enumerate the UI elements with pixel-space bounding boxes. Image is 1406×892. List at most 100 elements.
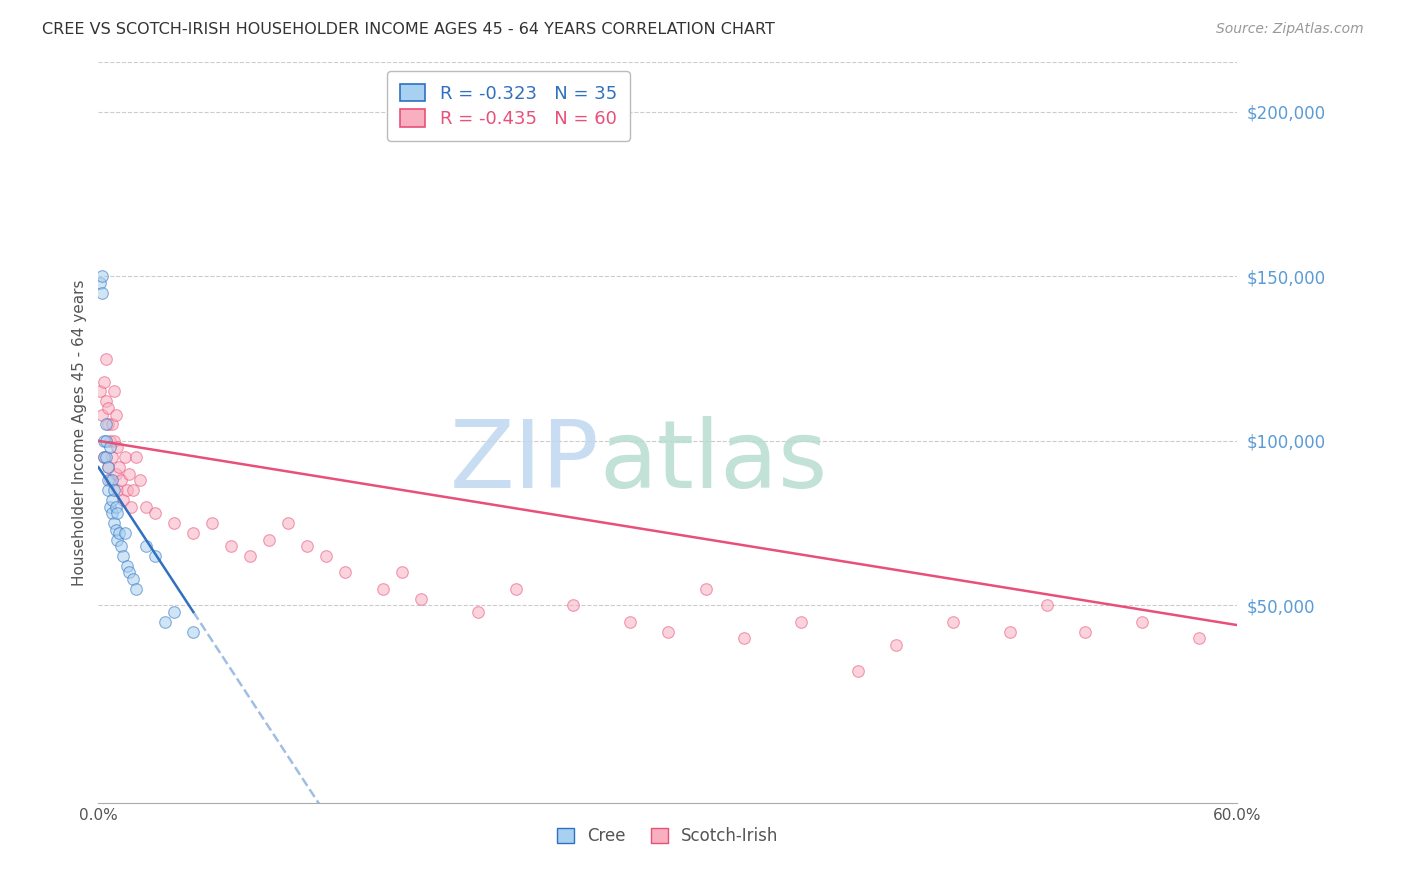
Point bbox=[657, 624, 679, 639]
Point bbox=[108, 460, 131, 475]
Point bbox=[259, 533, 281, 547]
Point bbox=[107, 533, 129, 547]
Point bbox=[114, 450, 136, 465]
Point bbox=[1074, 624, 1097, 639]
Point bbox=[104, 408, 127, 422]
Point bbox=[93, 450, 115, 465]
Point bbox=[619, 615, 641, 629]
Point bbox=[183, 624, 205, 639]
Point bbox=[733, 632, 755, 646]
Point bbox=[121, 572, 143, 586]
Point bbox=[97, 460, 120, 475]
Point bbox=[998, 624, 1021, 639]
Point bbox=[239, 549, 262, 563]
Point bbox=[104, 500, 127, 514]
Point bbox=[93, 375, 115, 389]
Point bbox=[98, 500, 121, 514]
Point bbox=[467, 605, 489, 619]
Point bbox=[103, 516, 125, 530]
Point bbox=[884, 638, 907, 652]
Point bbox=[94, 434, 117, 448]
Point bbox=[114, 526, 136, 541]
Point bbox=[315, 549, 337, 563]
Point bbox=[110, 473, 132, 487]
Point bbox=[91, 285, 114, 300]
Point bbox=[115, 558, 138, 573]
Point bbox=[97, 417, 120, 432]
Point bbox=[112, 493, 135, 508]
Point bbox=[118, 566, 141, 580]
Point bbox=[371, 582, 394, 596]
Legend: Cree, Scotch-Irish: Cree, Scotch-Irish bbox=[550, 819, 786, 854]
Point bbox=[107, 506, 129, 520]
Text: CREE VS SCOTCH-IRISH HOUSEHOLDER INCOME AGES 45 - 64 YEARS CORRELATION CHART: CREE VS SCOTCH-IRISH HOUSEHOLDER INCOME … bbox=[42, 22, 775, 37]
Point bbox=[100, 473, 122, 487]
Point bbox=[107, 441, 129, 455]
Point bbox=[89, 276, 111, 290]
Point bbox=[94, 394, 117, 409]
Point bbox=[163, 605, 186, 619]
Point bbox=[97, 483, 120, 498]
Point bbox=[98, 473, 121, 487]
Text: ZIP: ZIP bbox=[450, 417, 599, 508]
Text: atlas: atlas bbox=[599, 417, 828, 508]
Point bbox=[118, 467, 141, 481]
Point bbox=[183, 526, 205, 541]
Point bbox=[695, 582, 717, 596]
Point bbox=[135, 500, 157, 514]
Point bbox=[125, 582, 148, 596]
Point bbox=[100, 506, 122, 520]
Point bbox=[153, 615, 176, 629]
Point bbox=[97, 401, 120, 415]
Point bbox=[91, 408, 114, 422]
Point bbox=[103, 483, 125, 498]
Point bbox=[93, 450, 115, 465]
Point bbox=[104, 523, 127, 537]
Point bbox=[112, 549, 135, 563]
Point bbox=[163, 516, 186, 530]
Point bbox=[94, 450, 117, 465]
Point bbox=[115, 483, 138, 498]
Point bbox=[103, 434, 125, 448]
Point bbox=[97, 473, 120, 487]
Point bbox=[108, 526, 131, 541]
Point bbox=[121, 483, 143, 498]
Text: Source: ZipAtlas.com: Source: ZipAtlas.com bbox=[1216, 22, 1364, 37]
Point bbox=[97, 460, 120, 475]
Point bbox=[1036, 599, 1059, 613]
Point bbox=[335, 566, 357, 580]
Point bbox=[391, 566, 413, 580]
Point bbox=[104, 467, 127, 481]
Point bbox=[942, 615, 965, 629]
Point bbox=[103, 384, 125, 399]
Point bbox=[297, 539, 319, 553]
Point bbox=[110, 539, 132, 553]
Point bbox=[91, 269, 114, 284]
Point bbox=[277, 516, 299, 530]
Point bbox=[94, 417, 117, 432]
Point bbox=[145, 506, 167, 520]
Point bbox=[120, 500, 142, 514]
Point bbox=[790, 615, 813, 629]
Point bbox=[100, 417, 122, 432]
Point bbox=[505, 582, 527, 596]
Point bbox=[100, 450, 122, 465]
Point bbox=[562, 599, 585, 613]
Y-axis label: Householder Income Ages 45 - 64 years: Householder Income Ages 45 - 64 years bbox=[72, 279, 87, 586]
Point bbox=[221, 539, 243, 553]
Point bbox=[98, 434, 121, 448]
Point bbox=[94, 351, 117, 366]
Point bbox=[145, 549, 167, 563]
Point bbox=[93, 434, 115, 448]
Point bbox=[846, 664, 869, 678]
Point bbox=[201, 516, 224, 530]
Point bbox=[1132, 615, 1154, 629]
Point bbox=[135, 539, 157, 553]
Point bbox=[1188, 632, 1211, 646]
Point bbox=[125, 450, 148, 465]
Point bbox=[89, 384, 111, 399]
Point bbox=[98, 441, 121, 455]
Point bbox=[100, 493, 122, 508]
Point bbox=[129, 473, 152, 487]
Point bbox=[107, 483, 129, 498]
